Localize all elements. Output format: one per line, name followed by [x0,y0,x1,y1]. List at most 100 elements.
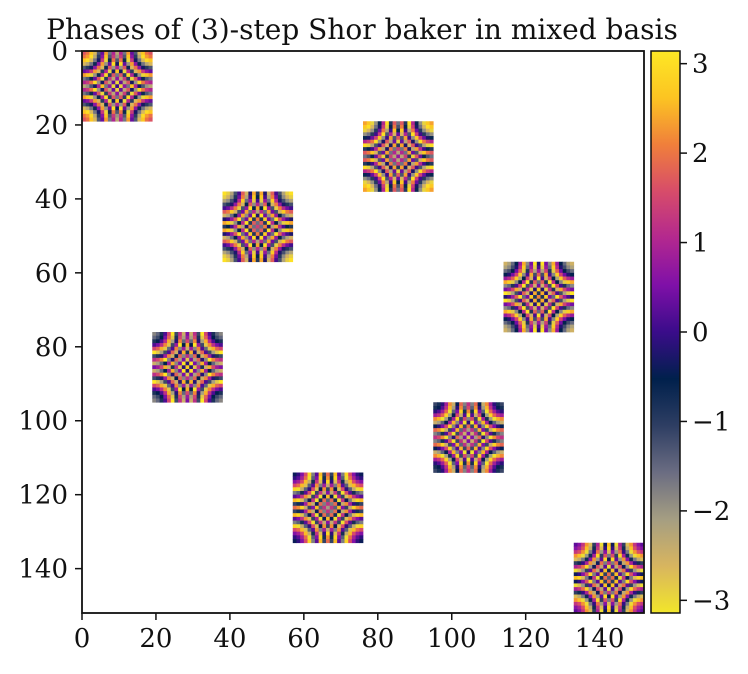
heatmap-cell [167,372,172,377]
heatmap-cell [159,354,164,359]
heatmap-cell [466,465,471,470]
heatmap-cell [285,221,290,226]
heatmap-cell [399,150,405,155]
heatmap-cell [558,276,564,281]
heatmap-cell [374,150,379,155]
heatmap-cell [115,62,120,67]
heatmap-cell [244,209,249,215]
heatmap-cell [618,594,623,599]
heatmap-cell [178,332,183,337]
heatmap-cell [118,102,124,107]
heatmap-cell [599,594,604,599]
heatmap-cell [137,80,142,85]
heatmap-cell [610,546,615,551]
heatmap-cell [89,91,94,96]
heatmap-cell [577,576,582,581]
heatmap-cell [577,609,582,614]
heatmap-cell [237,254,242,259]
heatmap-cell [592,542,597,547]
heatmap-cell [566,269,571,274]
heatmap-cell [344,509,349,514]
heatmap-cell [477,417,482,422]
heatmap-cell [507,280,512,285]
heatmap-cell [204,332,209,337]
heatmap-cell [496,417,501,422]
heatmap-cell [307,513,312,518]
heatmap-cell [96,84,101,89]
heatmap-cell [499,450,504,455]
heatmap-cell [625,594,630,599]
heatmap-cell [89,95,94,100]
heatmap-cell [392,147,397,152]
heatmap-cell [229,209,234,215]
heatmap-cell [455,435,460,440]
heatmap-cell [607,583,612,588]
heatmap-cell [488,409,493,414]
heatmap-cell [473,420,478,425]
heatmap-cell [618,583,623,588]
heatmap-cell [514,261,519,266]
heatmap-cell [577,579,582,584]
heatmap-cell [96,65,101,70]
heatmap-cell [229,213,234,218]
heatmap-cell [577,572,582,577]
heatmap-cell [499,454,504,459]
heatmap-cell [100,110,105,115]
heatmap-cell [185,350,190,355]
heatmap-cell [436,417,441,422]
heatmap-cell [418,180,423,185]
heatmap-cell [196,361,201,366]
heatmap-cell [588,564,593,569]
heatmap-cell [196,343,201,348]
heatmap-cell [499,405,504,410]
heatmap-cell [240,206,246,211]
heatmap-cell [118,95,124,100]
heatmap-cell [181,398,186,403]
heatmap-cell [337,498,342,503]
heatmap-cell [89,69,94,74]
heatmap-cell [277,191,283,196]
heatmap-cell [618,601,623,606]
heatmap-cell [104,80,109,85]
heatmap-cell [366,184,371,189]
heatmap-cell [592,579,597,584]
heatmap-cell [566,313,571,318]
heatmap-cell [170,380,175,385]
heatmap-cell [496,454,501,459]
heatmap-cell [192,354,197,359]
heatmap-cell [85,76,90,81]
heatmap-cell [307,498,312,503]
heatmap-cell [155,354,160,359]
heatmap-cell [607,579,612,584]
heatmap-cell [255,202,260,207]
heatmap-cell [592,561,597,566]
heatmap-cell [274,209,279,215]
heatmap-cell [407,165,412,170]
heatmap-cell [436,454,441,459]
heatmap-cell [399,128,405,133]
heatmap-cell [496,409,501,414]
heatmap-cell [229,228,234,233]
heatmap-cell [418,165,423,170]
heatmap-cell [192,350,197,355]
heatmap-cell [573,576,578,581]
heatmap-cell [444,461,449,466]
heatmap-cell [96,80,101,85]
heatmap-cell [385,169,390,174]
heatmap-cell [244,239,249,244]
heatmap-cell [318,487,323,492]
heatmap-cell [148,51,153,56]
heatmap-cell [603,561,608,566]
heatmap-cell [181,368,186,374]
heatmap-cell [481,413,486,418]
heatmap-cell [374,136,379,141]
heatmap-cell [385,147,390,152]
heatmap-cell [318,516,323,521]
heatmap-cell [144,65,149,70]
heatmap-cell [133,76,138,81]
heatmap-cell [307,531,312,536]
heatmap-cell [521,261,527,266]
heatmap-cell [244,191,249,196]
heatmap-block [573,542,645,614]
heatmap-cell [326,516,331,521]
